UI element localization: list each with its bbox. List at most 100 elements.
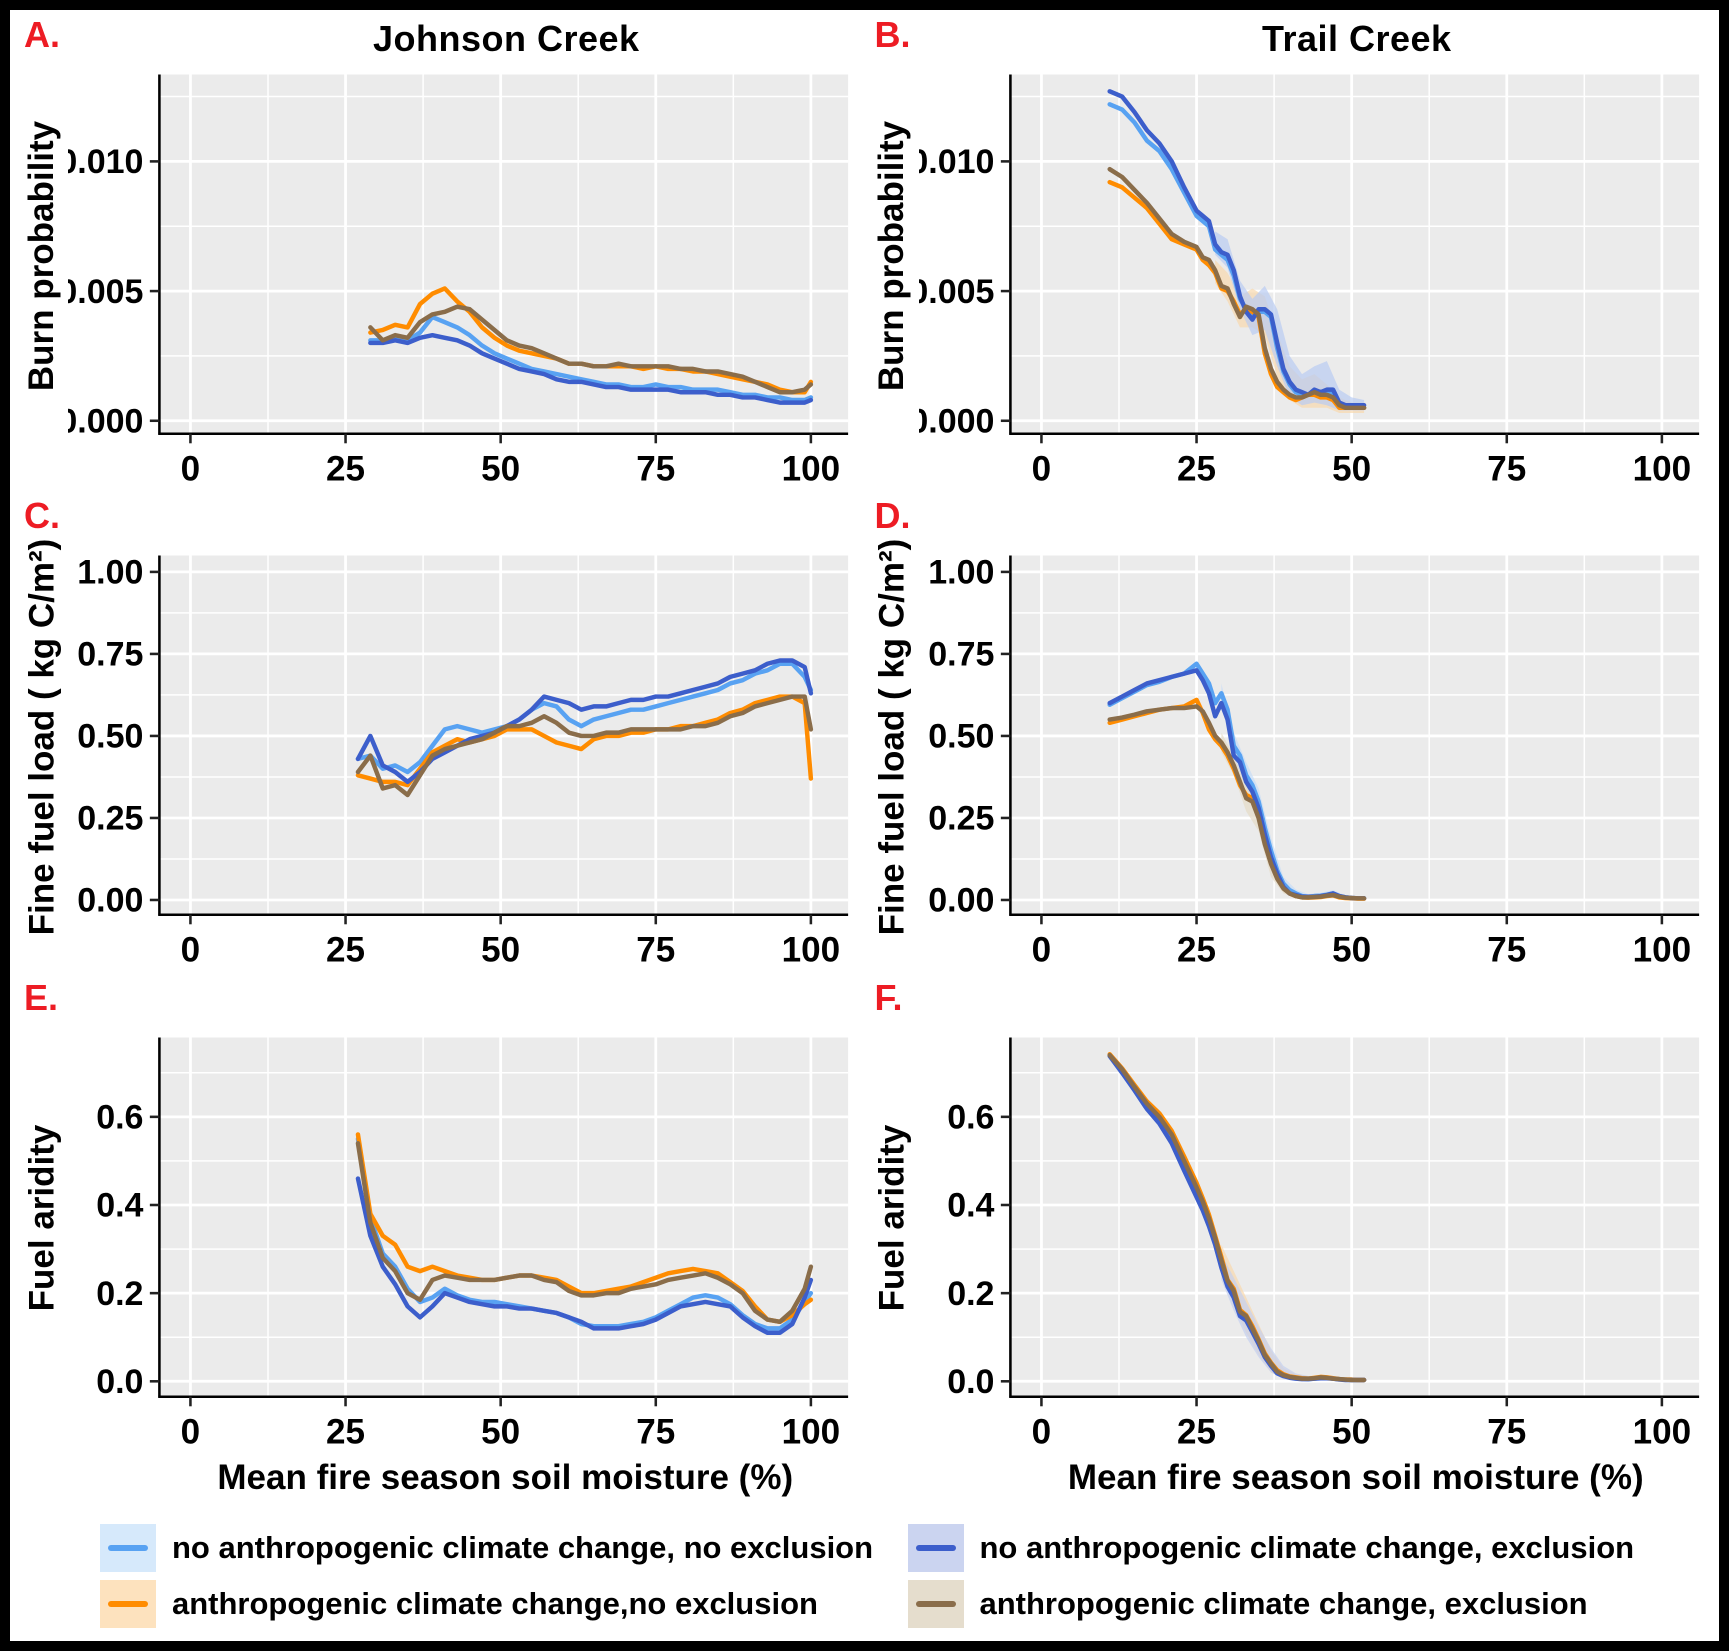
panel-a-chart: 0 25 50 75 100 0.000 0.005 0.010 (68, 66, 855, 493)
panel-d-head (919, 493, 1706, 547)
svg-text:0.50: 0.50 (77, 718, 143, 756)
svg-text:1.00: 1.00 (928, 554, 994, 592)
svg-text:0.6: 0.6 (947, 1098, 994, 1136)
svg-text:0.50: 0.50 (928, 718, 994, 756)
panel-c-head (68, 493, 855, 547)
panel-f-letter: F. (874, 976, 903, 1018)
legend-label: no anthropogenic climate change, no excl… (172, 1529, 874, 1565)
legend-item-acc-no-exclusion: anthropogenic climate change,no exclusio… (100, 1579, 898, 1628)
svg-text:100: 100 (1632, 449, 1691, 488)
svg-text:0.0: 0.0 (96, 1362, 143, 1400)
panel-b: B. Trail Creek Burn probability 0 25 50 75 1… (867, 12, 1706, 493)
legend-line-lightblue (108, 1544, 148, 1551)
legend-item-acc-exclusion: anthropogenic climate change, exclusion (907, 1579, 1706, 1628)
legend-line-brown (915, 1600, 956, 1607)
svg-text:0: 0 (1031, 1412, 1051, 1451)
svg-text:75: 75 (1487, 1412, 1526, 1451)
svg-text:75: 75 (636, 1412, 675, 1451)
svg-text:0.75: 0.75 (77, 636, 143, 674)
panel-f: F. Fuel aridity 0 25 50 75 100 0.0 0.2 0.4 0.6 (867, 975, 1706, 1456)
panel-a-y-axis-title: Burn probability (22, 120, 61, 391)
panel-a: A. Johnson Creek Burn probability 0 25 50 7… (16, 12, 855, 493)
svg-text:0.25: 0.25 (928, 800, 994, 838)
svg-text:0.00: 0.00 (928, 882, 994, 920)
svg-text:25: 25 (1177, 1412, 1216, 1451)
legend-swatch-lightblue (100, 1523, 156, 1572)
svg-text:25: 25 (1177, 449, 1216, 488)
x-axis-labels: Mean fire season soil moisture (%) Mean … (16, 1458, 1705, 1498)
svg-text:25: 25 (326, 931, 365, 970)
svg-text:0: 0 (1031, 449, 1051, 488)
panel-b-letter: B. (874, 14, 911, 55)
svg-text:25: 25 (326, 449, 365, 488)
panel-a-letter: A. (24, 14, 60, 55)
svg-text:50: 50 (1332, 931, 1371, 970)
svg-text:75: 75 (1487, 449, 1526, 488)
svg-text:50: 50 (1332, 1412, 1371, 1451)
panel-e-head (68, 975, 855, 1029)
panel-c: C. Fine fuel load ( kg C/m²) 0 25 50 75 100 0… (16, 493, 855, 974)
svg-text:0.010: 0.010 (68, 143, 143, 181)
legend-column-right: no anthropogenic climate change, exclusi… (907, 1523, 1706, 1628)
svg-text:0.005: 0.005 (919, 273, 994, 311)
svg-text:1.00: 1.00 (77, 554, 143, 592)
legend-swatch-brown (907, 1579, 964, 1628)
panel-d-chart: 0 25 50 75 100 0.00 0.25 0.50 0.75 1.00 (919, 547, 1706, 974)
svg-text:50: 50 (481, 449, 520, 488)
x-axis-title-right: Mean fire season soil moisture (%) (1067, 1457, 1644, 1497)
panel-b-chart: 0 25 50 75 100 0.000 0.005 0.010 (919, 66, 1706, 493)
svg-text:0.4: 0.4 (96, 1186, 143, 1224)
panel-b-head: Trail Creek (919, 12, 1706, 66)
legend-item-no-acc-exclusion: no anthropogenic climate change, exclusi… (907, 1523, 1706, 1572)
svg-text:0: 0 (181, 931, 201, 970)
legend-swatch-darkblue (907, 1523, 964, 1572)
svg-text:0.2: 0.2 (96, 1274, 143, 1312)
svg-text:0.00: 0.00 (77, 882, 143, 920)
svg-text:0.2: 0.2 (947, 1274, 994, 1312)
svg-text:50: 50 (1332, 449, 1371, 488)
svg-text:0: 0 (181, 449, 201, 488)
svg-text:0.005: 0.005 (68, 273, 143, 311)
legend-label: anthropogenic climate change,no exclusio… (172, 1585, 818, 1621)
svg-text:0.6: 0.6 (96, 1098, 143, 1136)
legend-swatch-orange (100, 1579, 156, 1628)
svg-text:0.000: 0.000 (919, 402, 994, 440)
svg-text:50: 50 (481, 1412, 520, 1451)
panel-d-letter: D. (874, 495, 911, 537)
svg-text:0.000: 0.000 (68, 402, 143, 440)
legend-column-left: no anthropogenic climate change, no excl… (100, 1523, 898, 1628)
panel-f-head (919, 975, 1706, 1029)
svg-text:0: 0 (1031, 931, 1051, 970)
svg-text:75: 75 (636, 449, 675, 488)
panel-e-y-axis-title: Fuel aridity (22, 1124, 61, 1312)
panel-e: E. Fuel aridity 0 25 50 75 100 0.0 0.2 0.4 0.6 (16, 975, 855, 1456)
legend-line-orange (108, 1600, 148, 1607)
panel-c-y-axis-title: Fine fuel load ( kg C/m²) (22, 538, 61, 936)
panel-e-letter: E. (24, 976, 59, 1018)
svg-text:0.4: 0.4 (947, 1186, 994, 1224)
svg-text:100: 100 (782, 1412, 841, 1451)
x-axis-title-left: Mean fire season soil moisture (%) (217, 1457, 794, 1497)
panel-d: D. Fine fuel load ( kg C/m²) 0 25 50 75 100 0… (867, 493, 1706, 974)
panel-a-head: Johnson Creek (68, 12, 855, 66)
legend: no anthropogenic climate change, no excl… (100, 1523, 1706, 1628)
legend-line-darkblue (915, 1544, 956, 1551)
legend-item-no-acc-no-exclusion: no anthropogenic climate change, no excl… (100, 1523, 898, 1572)
svg-text:0.010: 0.010 (919, 143, 994, 181)
panel-b-y-axis-title: Burn probability (872, 120, 912, 391)
svg-text:50: 50 (481, 931, 520, 970)
svg-text:0.75: 0.75 (928, 636, 994, 674)
svg-text:100: 100 (1632, 931, 1691, 970)
panel-d-y-axis-title: Fine fuel load ( kg C/m²) (872, 538, 912, 936)
legend-label: anthropogenic climate change, exclusion (979, 1585, 1588, 1621)
svg-text:25: 25 (1177, 931, 1216, 970)
svg-text:0.25: 0.25 (77, 800, 143, 838)
svg-text:100: 100 (782, 931, 841, 970)
panel-c-letter: C. (24, 495, 60, 537)
panel-b-title: Trail Creek (1261, 18, 1452, 59)
panel-f-chart: 0 25 50 75 100 0.0 0.2 0.4 0.6 (919, 1029, 1706, 1456)
panel-e-chart: 0 25 50 75 100 0.0 0.2 0.4 0.6 (68, 1029, 855, 1456)
panel-a-title: Johnson Creek (372, 18, 640, 59)
panel-f-y-axis-title: Fuel aridity (872, 1124, 912, 1312)
